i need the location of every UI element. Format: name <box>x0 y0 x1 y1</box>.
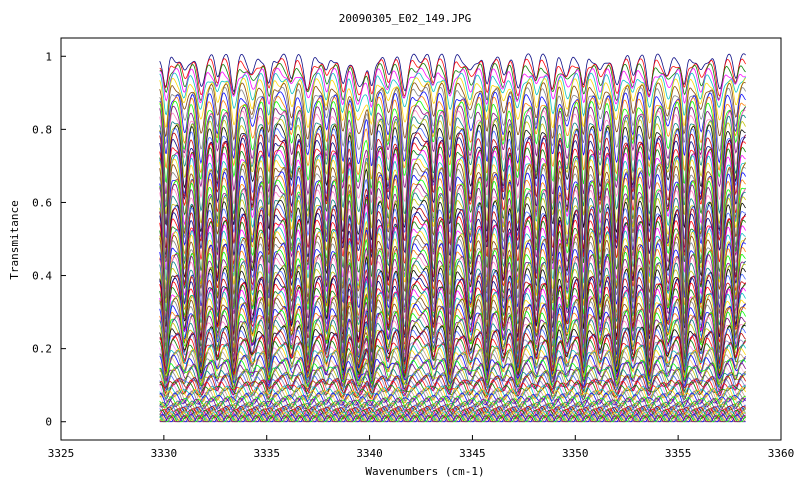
series-line <box>159 387 746 404</box>
series-line <box>159 91 746 167</box>
series-line <box>159 379 746 400</box>
y-tick-label: 1 <box>45 50 52 63</box>
y-tick-label: 0 <box>45 416 52 429</box>
x-axis: 3325 3330 3335 3340 3345 3350 3355 3360 <box>48 435 795 460</box>
series-line <box>159 77 746 129</box>
plot-frame <box>60 37 782 441</box>
chart-title: 20090305_E02_149.JPG <box>339 12 471 25</box>
series-line <box>159 411 746 422</box>
y-tick-label: 0.4 <box>32 270 52 283</box>
y-axis: 0 0.2 0.4 0.6 0.8 1 <box>32 50 66 429</box>
y-axis-label: Transmitance <box>8 200 21 279</box>
series-line <box>159 415 746 423</box>
x-axis-label: Wavenumbers (cm-1) <box>365 465 484 478</box>
x-tick-label: 3340 <box>356 447 383 460</box>
x-tick-label: 3335 <box>253 447 280 460</box>
x-tick-label: 3325 <box>48 447 75 460</box>
x-tick-label: 3345 <box>459 447 486 460</box>
series-line <box>159 58 746 97</box>
x-tick-label: 3330 <box>151 447 178 460</box>
x-tick-label: 3360 <box>768 447 795 460</box>
series-line <box>159 67 746 108</box>
series-line <box>159 375 746 397</box>
series-layer <box>159 53 746 423</box>
series-line <box>159 72 746 117</box>
series-line <box>159 400 746 413</box>
series-line <box>159 414 746 423</box>
series-line <box>159 370 746 395</box>
x-tick-label: 3350 <box>562 447 589 460</box>
series-line <box>159 395 746 410</box>
series-line <box>159 86 746 153</box>
x-tick-label: 3355 <box>665 447 692 460</box>
y-tick-label: 0.6 <box>32 196 52 209</box>
y-tick-label: 0.2 <box>32 343 52 356</box>
series-line <box>159 390 746 407</box>
y-tick-label: 0.8 <box>32 123 52 136</box>
series-line <box>159 361 746 391</box>
